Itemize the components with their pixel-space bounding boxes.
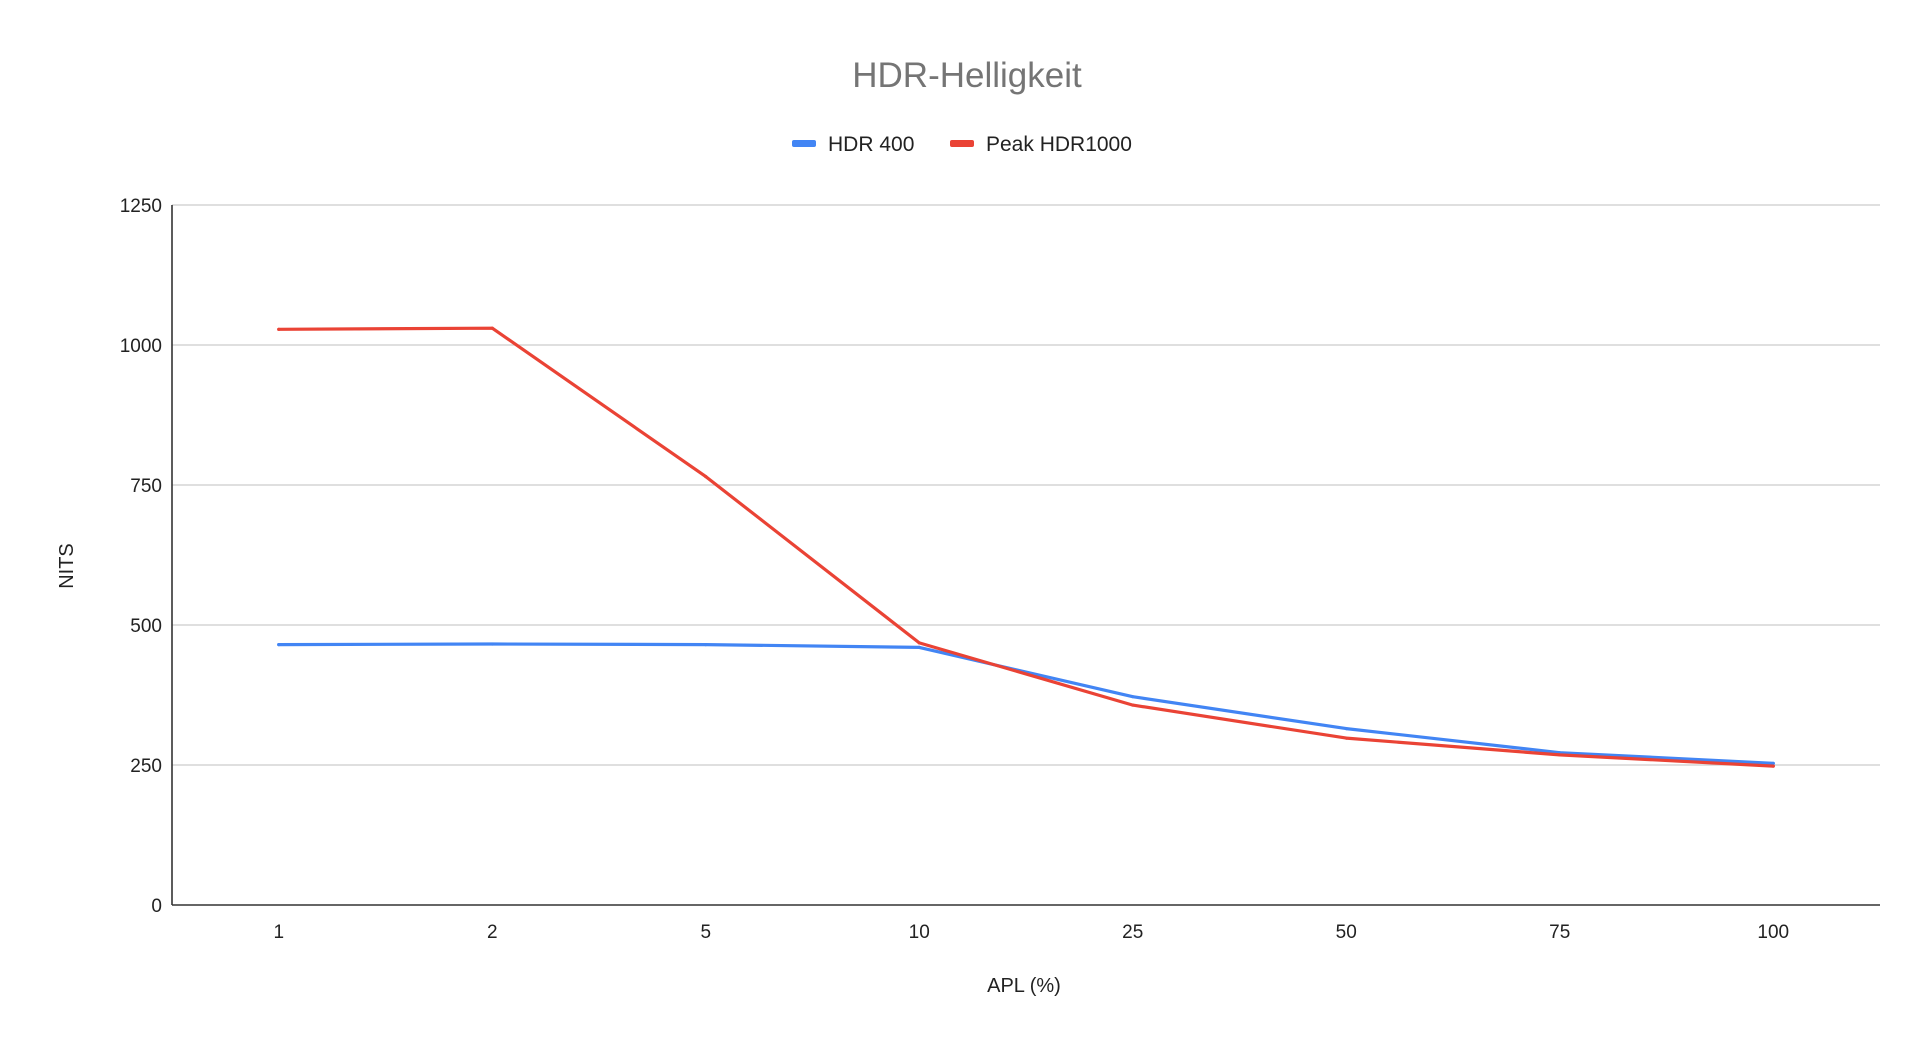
x-tick-label: 5: [700, 922, 711, 943]
data-point-hdr-400: [1771, 761, 1775, 765]
data-point-peak-hdr1000: [277, 327, 281, 331]
data-point-peak-hdr1000: [704, 475, 708, 479]
y-axis-ticks: 0 250 500 750 1000 1250: [120, 196, 162, 917]
series-line-hdr-400: [277, 642, 1775, 765]
x-tick-label: 100: [1757, 922, 1789, 943]
y-tick-label: 1250: [120, 196, 162, 217]
y-tick-label: 750: [130, 476, 162, 497]
data-point-hdr-400: [277, 643, 281, 647]
series-line-peak-hdr1000: [277, 326, 1775, 768]
gridlines: [172, 204, 1880, 766]
data-point-peak-hdr1000: [490, 326, 494, 330]
data-point-hdr-400: [1344, 727, 1348, 731]
x-tick-label: 1: [273, 922, 284, 943]
data-point-hdr-400: [704, 643, 708, 647]
legend-swatch-peak-hdr1000: [950, 140, 974, 147]
x-tick-label: 2: [487, 922, 498, 943]
y-tick-label: 0: [151, 896, 162, 917]
y-axis-label: NITS: [56, 543, 78, 589]
y-tick-label: 500: [130, 616, 162, 637]
x-tick-label: 10: [909, 922, 930, 943]
data-point-peak-hdr1000: [1131, 703, 1135, 707]
data-point-hdr-400: [490, 642, 494, 646]
x-axis-ticks: 1 2 5 10 25 50 75 100: [273, 922, 1789, 943]
chart-title: HDR-Helligkeit: [852, 56, 1082, 95]
data-point-peak-hdr1000: [1344, 736, 1348, 740]
data-point-peak-hdr1000: [1771, 764, 1775, 768]
y-tick-label: 250: [130, 756, 162, 777]
x-tick-label: 50: [1336, 922, 1357, 943]
data-point-hdr-400: [917, 645, 921, 650]
series-lines: [277, 326, 1775, 768]
legend-label-peak-hdr1000: Peak HDR1000: [986, 133, 1132, 156]
data-point-peak-hdr1000: [1558, 753, 1562, 757]
legend: HDR 400 Peak HDR1000: [792, 133, 1132, 156]
legend-swatch-hdr-400: [792, 140, 816, 147]
legend-label-hdr-400: HDR 400: [828, 133, 914, 156]
data-point-peak-hdr1000: [917, 641, 921, 645]
data-point-hdr-400: [1131, 695, 1135, 699]
x-axis-label: APL (%): [987, 975, 1061, 997]
x-tick-label: 25: [1122, 922, 1143, 943]
y-tick-label: 1000: [120, 336, 162, 357]
x-tick-label: 75: [1549, 922, 1570, 943]
